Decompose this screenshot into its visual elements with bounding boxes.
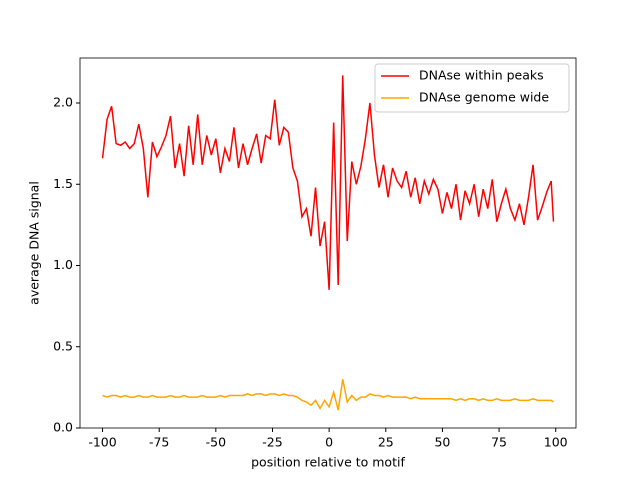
x-tick-label: 0 — [325, 435, 333, 450]
y-tick-label: 0.5 — [53, 338, 73, 353]
x-tick-label: -100 — [88, 435, 116, 450]
x-tick-label: -50 — [206, 435, 226, 450]
y-tick-label: 2.0 — [53, 95, 73, 110]
x-tick-label: 75 — [491, 435, 507, 450]
legend-label: DNAse genome wide — [419, 90, 549, 105]
x-tick-label: 100 — [544, 435, 568, 450]
x-tick-label: 25 — [378, 435, 394, 450]
y-tick-label: 0.0 — [53, 420, 73, 435]
legend-box — [374, 63, 570, 113]
y-axis-label: average DNA signal — [27, 181, 42, 305]
data-line — [102, 379, 554, 411]
legend-label: DNAse within peaks — [419, 68, 544, 83]
x-axis-label: position relative to motif — [251, 455, 405, 470]
x-tick-label: 50 — [434, 435, 450, 450]
plot-frame — [79, 57, 577, 429]
y-tick-label: 1.0 — [53, 257, 73, 272]
data-line — [101, 75, 555, 290]
x-tick-label: -75 — [149, 435, 169, 450]
x-tick-label: -25 — [262, 435, 282, 450]
y-tick-label: 1.5 — [53, 176, 73, 191]
